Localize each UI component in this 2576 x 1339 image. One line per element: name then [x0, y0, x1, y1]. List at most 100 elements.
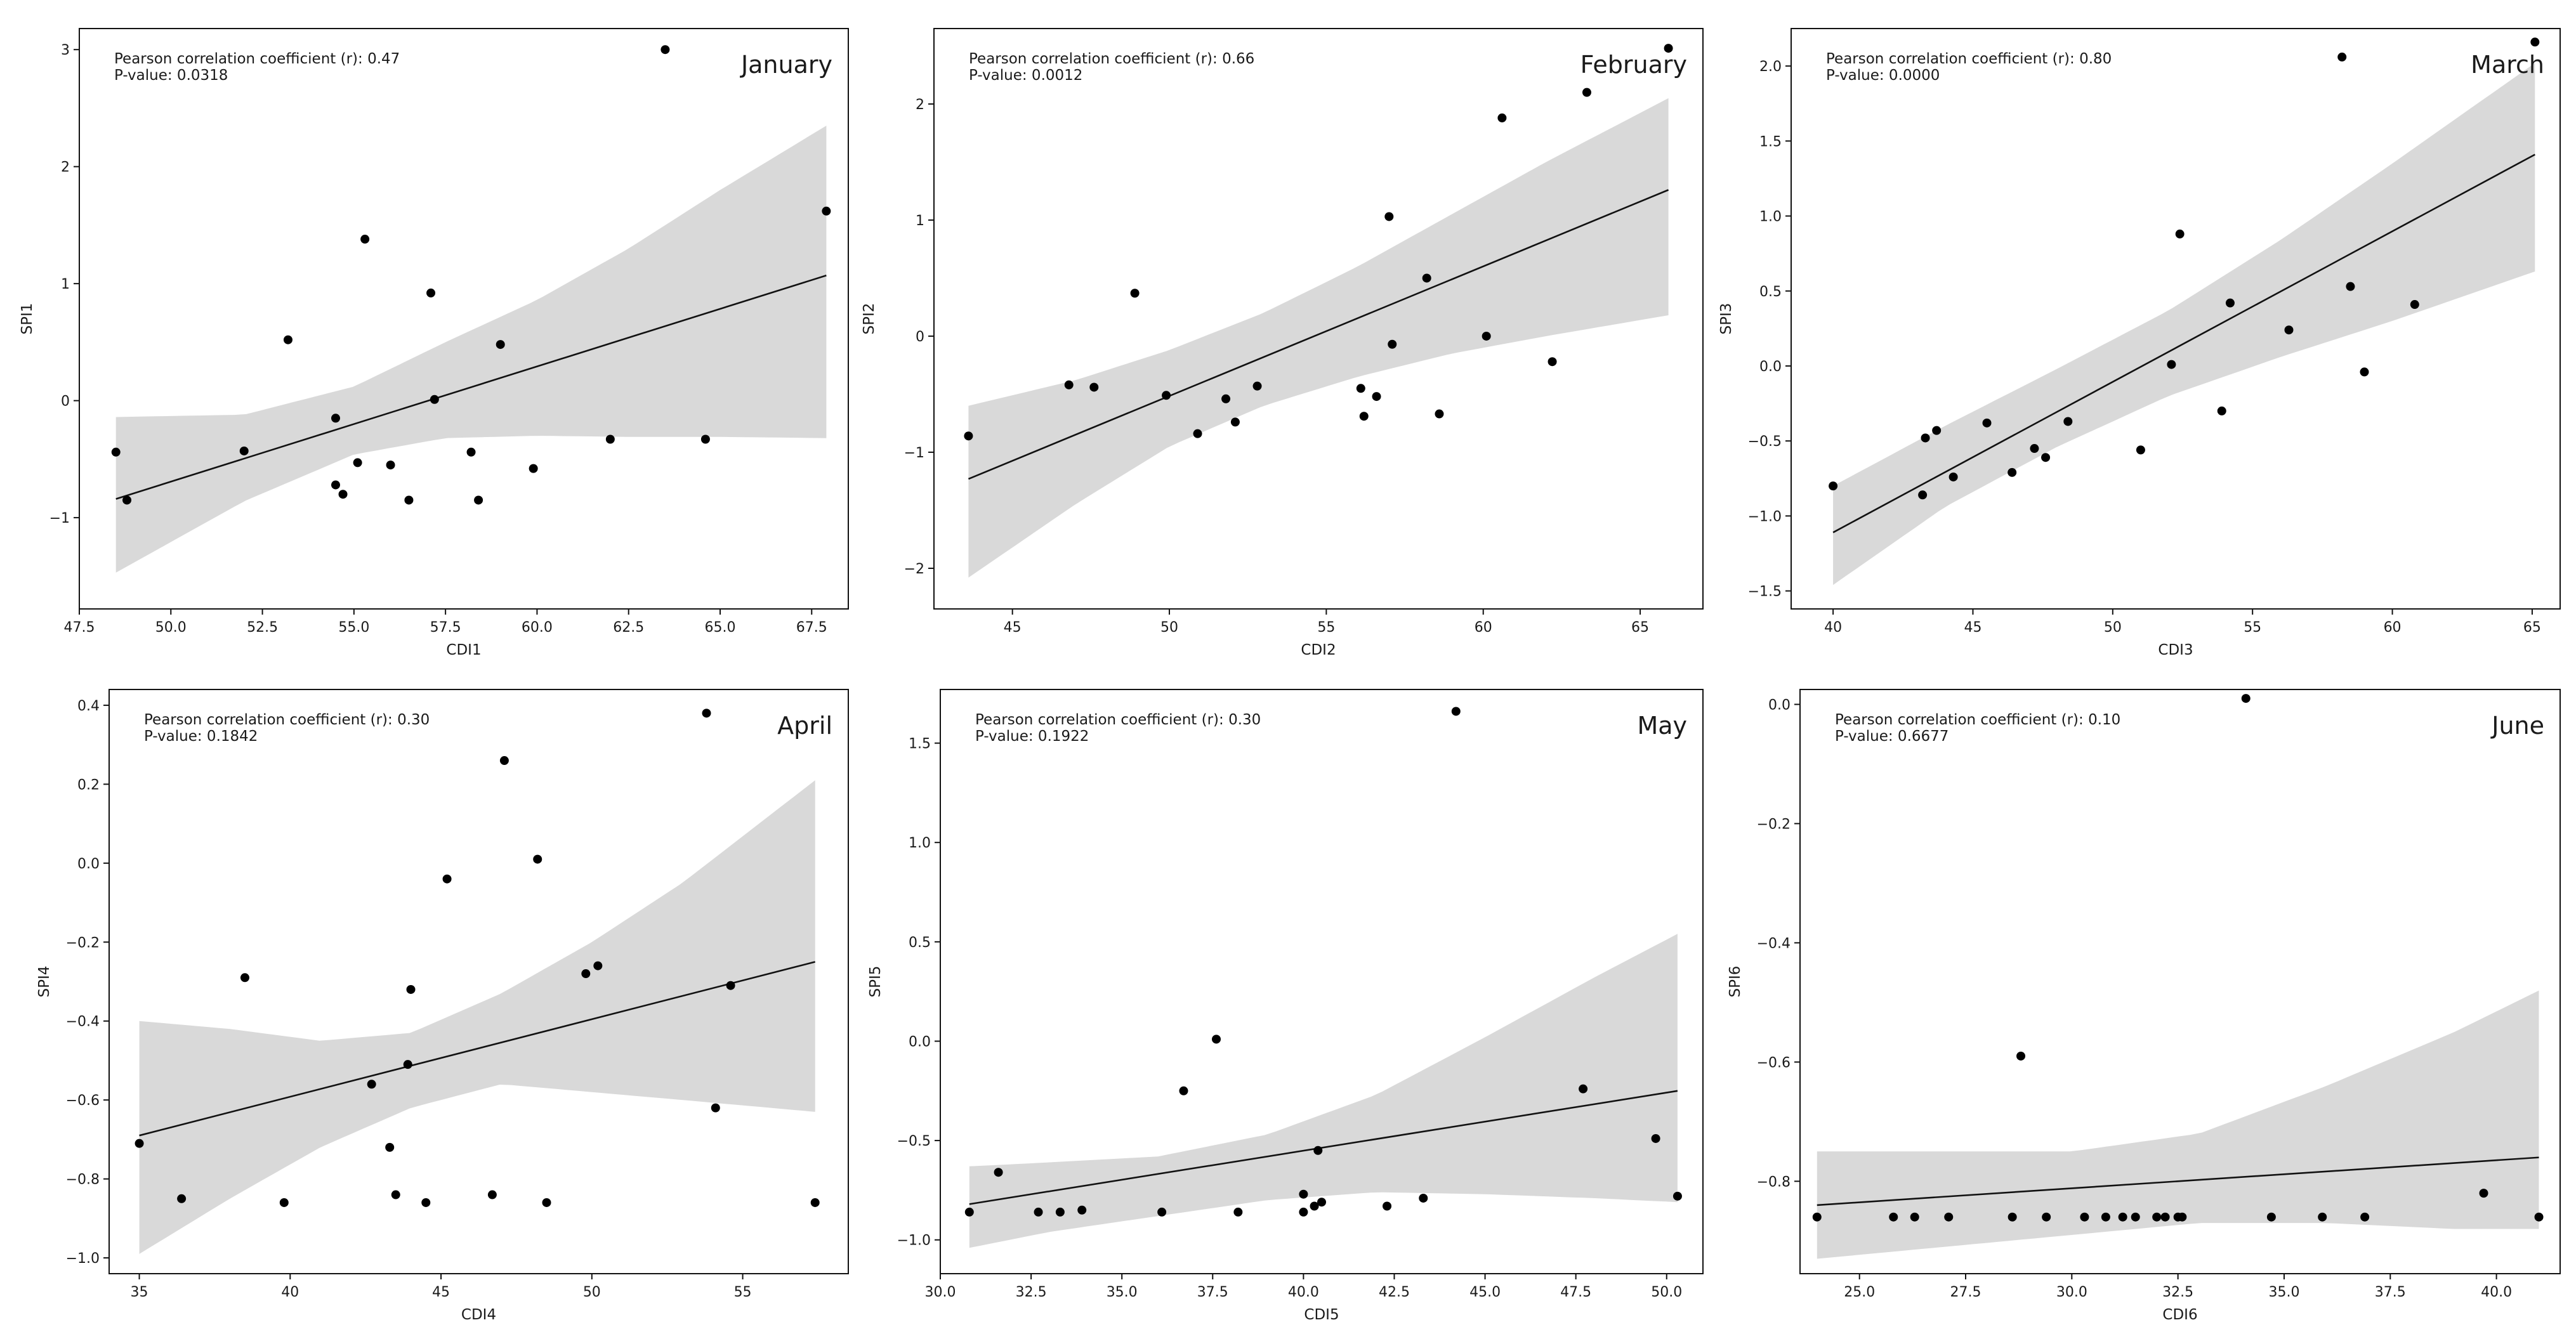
regression-line [1832, 153, 2535, 533]
data-point [1548, 357, 1557, 367]
data-point [1064, 380, 1074, 389]
confidence-band [968, 98, 1669, 578]
pearson-r-text: Pearson correlation coefficient (r): 0.4… [114, 51, 400, 67]
data-point [135, 1139, 144, 1148]
data-point [542, 1198, 551, 1207]
p-value-text: P-value: 0.1842 [144, 728, 258, 745]
x-tick-label: 30.0 [2056, 1284, 2087, 1300]
x-tick-label: 50.0 [155, 620, 187, 636]
x-tick-label: 50 [1160, 620, 1178, 636]
y-tick-label: −2 [904, 561, 924, 577]
axes-frame [79, 28, 849, 610]
data-point [2136, 445, 2145, 455]
data-point [386, 460, 395, 470]
data-point [367, 1080, 376, 1089]
y-tick-label: 1.0 [1759, 209, 1782, 225]
panel-title: April [777, 712, 832, 740]
x-tick-label: 62.5 [613, 620, 644, 636]
data-point [1944, 1212, 1954, 1222]
data-point [2030, 444, 2039, 454]
data-point [1388, 339, 1397, 349]
data-point [1230, 417, 1240, 427]
y-tick-label: 0.5 [909, 935, 931, 951]
data-point [111, 447, 121, 457]
y-tick-label: 0 [916, 329, 924, 345]
y-tick-label: −1 [49, 511, 70, 526]
x-tick-label: 50 [2104, 620, 2122, 636]
data-point [331, 414, 340, 423]
data-point [2175, 229, 2185, 238]
x-tick-label: 40.0 [2481, 1284, 2512, 1300]
data-point [122, 495, 132, 505]
data-point [283, 335, 292, 344]
data-point [360, 235, 370, 244]
data-point [1918, 490, 1928, 500]
data-point [726, 981, 735, 990]
data-point [810, 1198, 820, 1207]
data-point [1384, 212, 1394, 221]
data-point [1435, 409, 1444, 419]
p-value-text: P-value: 0.1922 [975, 728, 1089, 745]
x-tick-label: 60 [2384, 620, 2402, 636]
data-point [1582, 88, 1591, 97]
x-tick-label: 65 [2523, 620, 2541, 636]
panel-february: 45 50 55 60 65 −2 −1 0 1 2 CDI2 SPI2 Pearson correla… [861, 28, 1704, 658]
data-point [2530, 37, 2540, 47]
data-point [702, 709, 711, 718]
data-point [1034, 1207, 1043, 1217]
x-tick-label: 60 [1475, 620, 1492, 636]
confidence-band [1833, 63, 2535, 585]
panel-january: 47.5 50.0 52.5 55.0 57.5 60.0 62.5 65.0 67.5 −1 0 1… [19, 28, 849, 658]
x-tick-label: 50 [583, 1284, 601, 1300]
y-tick-label: 1.0 [909, 835, 931, 851]
data-point [1910, 1212, 1919, 1222]
data-point [1497, 113, 1507, 122]
data-point [177, 1194, 187, 1203]
x-tick-label: 57.5 [430, 620, 461, 636]
panel-march: 40 45 50 55 60 65 −1.5 −1.0 −0.5 0.0 0.5 1.0 1.5 2.0 C… [1718, 28, 2561, 658]
data-point [1579, 1084, 1588, 1094]
data-point [1948, 472, 1958, 481]
data-point [403, 1060, 412, 1069]
data-point [1451, 707, 1461, 716]
x-tick-label: 65 [1631, 620, 1649, 636]
data-point [1672, 1191, 1682, 1201]
y-tick-label: 2.0 [1759, 59, 1782, 75]
y-tick-label: 0.0 [909, 1034, 931, 1050]
x-tick-label: 42.5 [1379, 1284, 1410, 1300]
data-point [1921, 433, 1930, 443]
data-point [1089, 382, 1099, 392]
data-point [2217, 406, 2226, 415]
data-point [1233, 1207, 1243, 1217]
data-point [1422, 273, 1431, 283]
p-value-text: P-value: 0.6677 [1835, 728, 1948, 745]
pearson-r-text: Pearson correlation coefficient (r): 0.1… [1835, 712, 2120, 728]
p-value-text: P-value: 0.0012 [969, 67, 1082, 84]
data-point [2167, 360, 2176, 369]
x-tick-label: 27.5 [1950, 1284, 1981, 1300]
data-point [2479, 1189, 2488, 1198]
x-tick-label: 65.0 [705, 620, 736, 636]
panel-may: 30.0 32.5 35.0 37.5 40.0 42.5 45.0 47.5 50.0 −1.0… [867, 689, 1704, 1323]
data-point [593, 961, 603, 970]
y-tick-label: −0.5 [897, 1133, 931, 1149]
x-tick-label: 37.5 [2375, 1284, 2406, 1300]
y-tick-label: 0.0 [77, 856, 100, 872]
panel-april: 35 40 45 50 55 −1.0 −0.8 −0.6 −0.4 −0.2 0.0 0.2 0.4 C… [36, 689, 849, 1323]
data-point [1212, 1035, 1221, 1044]
data-point [2360, 1212, 2370, 1222]
x-tick-label: 40 [1824, 620, 1842, 636]
y-tick-label: 0.0 [1759, 359, 1782, 375]
x-axis-label: CDI5 [1304, 1307, 1339, 1323]
data-point [487, 1190, 497, 1199]
y-axis-label: SPI1 [19, 303, 36, 335]
data-point [442, 874, 452, 884]
data-point [1252, 381, 1262, 391]
data-point [2360, 367, 2369, 377]
x-tick-label: 47.5 [1560, 1284, 1591, 1300]
data-point [1077, 1205, 1087, 1215]
y-tick-label: −1.5 [1748, 584, 1782, 600]
x-tick-label: 45 [1004, 620, 1022, 636]
x-tick-label: 45 [432, 1284, 450, 1300]
data-point [353, 458, 362, 467]
